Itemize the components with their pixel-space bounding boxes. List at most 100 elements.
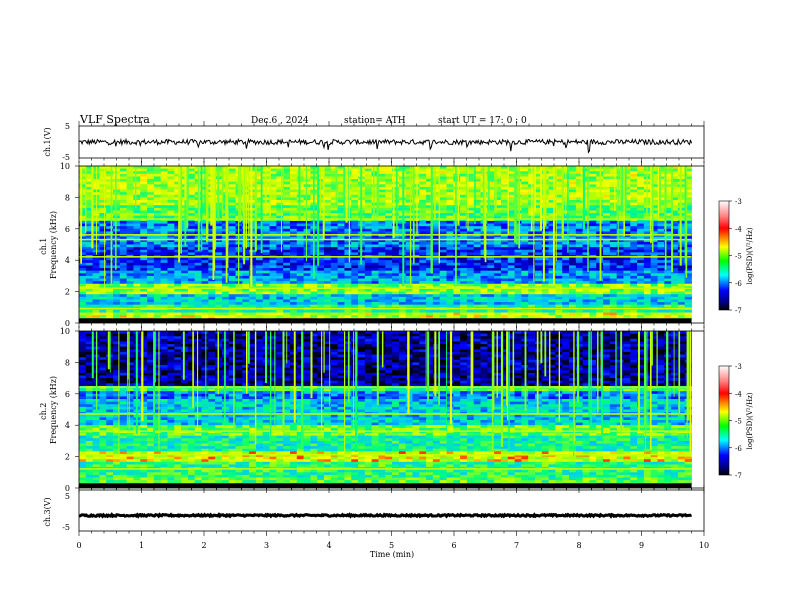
- spec1-cell: [473, 294, 481, 298]
- spec1-cell: [119, 249, 128, 253]
- spec1-cell: [439, 197, 447, 201]
- spec1-cell: [174, 281, 182, 285]
- spec1-cell: [589, 268, 597, 272]
- spec1-cell: [255, 302, 264, 306]
- spec1-cell: [412, 299, 420, 303]
- spec1-cell: [201, 223, 209, 227]
- spec1-cell: [371, 228, 379, 232]
- spec1-cell: [153, 241, 162, 245]
- spec1-cell: [303, 288, 311, 292]
- spec1-cell: [324, 176, 332, 180]
- spec1-cell: [453, 197, 461, 201]
- spec1-cell: [582, 166, 590, 170]
- spec1-cell: [677, 299, 686, 303]
- spec1-cell: [460, 186, 468, 190]
- spec1-cell: [269, 257, 277, 261]
- spec1-cell: [548, 171, 556, 175]
- spec1-cell: [276, 171, 284, 175]
- spec1-cell: [684, 226, 692, 230]
- spec1-cell: [439, 247, 447, 251]
- spec1-cell: [575, 189, 584, 193]
- spec1-cell: [569, 281, 577, 285]
- spec1-cell: [541, 252, 549, 256]
- spec1-cell: [684, 236, 692, 240]
- spec1-cell: [480, 278, 488, 282]
- spec1-cell: [534, 281, 543, 285]
- spec1-cell: [555, 304, 563, 308]
- spec1-cell: [466, 241, 475, 245]
- spec1-cell: [582, 181, 590, 185]
- spec1-cell: [283, 166, 291, 170]
- spec1-cell: [269, 265, 277, 269]
- spec1-cell: [296, 262, 304, 266]
- spec1-cell: [194, 288, 202, 292]
- spec1-cell: [426, 247, 434, 251]
- spec1-cell: [664, 181, 672, 185]
- spec1-cell: [385, 205, 393, 209]
- spec1-cell: [412, 247, 420, 251]
- spec1-cell: [432, 270, 441, 274]
- spec1-cell: [228, 231, 236, 235]
- spec1-cell: [187, 192, 196, 196]
- spec1-cell: [201, 304, 209, 308]
- spec1-cell: [671, 223, 679, 227]
- spec1-cell: [466, 173, 475, 177]
- spec1-cell: [575, 220, 584, 224]
- ch1-waveform-ylabel: ch.1(V): [43, 127, 52, 156]
- spec1-cell: [453, 268, 461, 272]
- spec1-cell: [324, 268, 332, 272]
- spec1-cell: [269, 226, 277, 230]
- spec1-cell: [507, 249, 515, 253]
- spec1-cell: [630, 260, 638, 264]
- spec1-cell: [684, 197, 692, 201]
- spec1-cell: [262, 226, 270, 230]
- spec1-cell: [473, 176, 481, 180]
- spec1-cell: [262, 244, 270, 248]
- spec1-cell: [79, 181, 87, 185]
- spec1-cell: [412, 260, 420, 264]
- spec1-cell: [79, 226, 87, 230]
- spec1-cell: [269, 202, 277, 206]
- spec1-cell: [249, 275, 257, 279]
- spec1-cell: [113, 265, 121, 269]
- spec1-cell: [79, 265, 87, 269]
- spec1-cell: [575, 228, 584, 232]
- spec1-cell: [419, 210, 427, 214]
- spec1-cell: [228, 273, 236, 277]
- spec1-cell: [637, 184, 645, 188]
- spec1-cell: [85, 202, 94, 206]
- spec1-cell: [446, 241, 454, 245]
- spec1-cell: [657, 192, 665, 196]
- spec1-cell: [385, 220, 393, 224]
- spec1-cell: [262, 239, 270, 243]
- spec1-cell: [133, 265, 141, 269]
- spec1-cell: [208, 239, 216, 243]
- spec1-cell: [174, 247, 182, 251]
- spec1-cell: [126, 166, 134, 170]
- spec1-cell: [181, 278, 189, 282]
- spec1-cell: [167, 197, 175, 201]
- spec1-cell: [221, 273, 230, 277]
- spec1-cell: [589, 270, 597, 274]
- spec1-cell: [453, 192, 461, 196]
- spec1-cell: [99, 291, 107, 295]
- spec1-cell: [453, 275, 461, 279]
- spec1-cell: [487, 247, 495, 251]
- spec1-cell: [534, 171, 543, 175]
- spec1-cell: [684, 262, 692, 266]
- spec1-cell: [351, 173, 359, 177]
- spec1-cell: [358, 281, 366, 285]
- spec1-cell: [215, 273, 223, 277]
- spec1-cell: [466, 262, 475, 266]
- spec1-cell: [426, 181, 434, 185]
- spec1-cell: [603, 200, 611, 204]
- spec1-cell: [228, 226, 236, 230]
- spec1-cell: [133, 239, 141, 243]
- spec1-cell: [167, 296, 175, 300]
- spec1-cell: [330, 231, 339, 235]
- spec1-cell: [569, 220, 577, 224]
- spec1-cell: [637, 176, 645, 180]
- spec1-cell: [79, 244, 87, 248]
- spec1-cell: [555, 249, 563, 253]
- spec1-cell: [242, 304, 250, 308]
